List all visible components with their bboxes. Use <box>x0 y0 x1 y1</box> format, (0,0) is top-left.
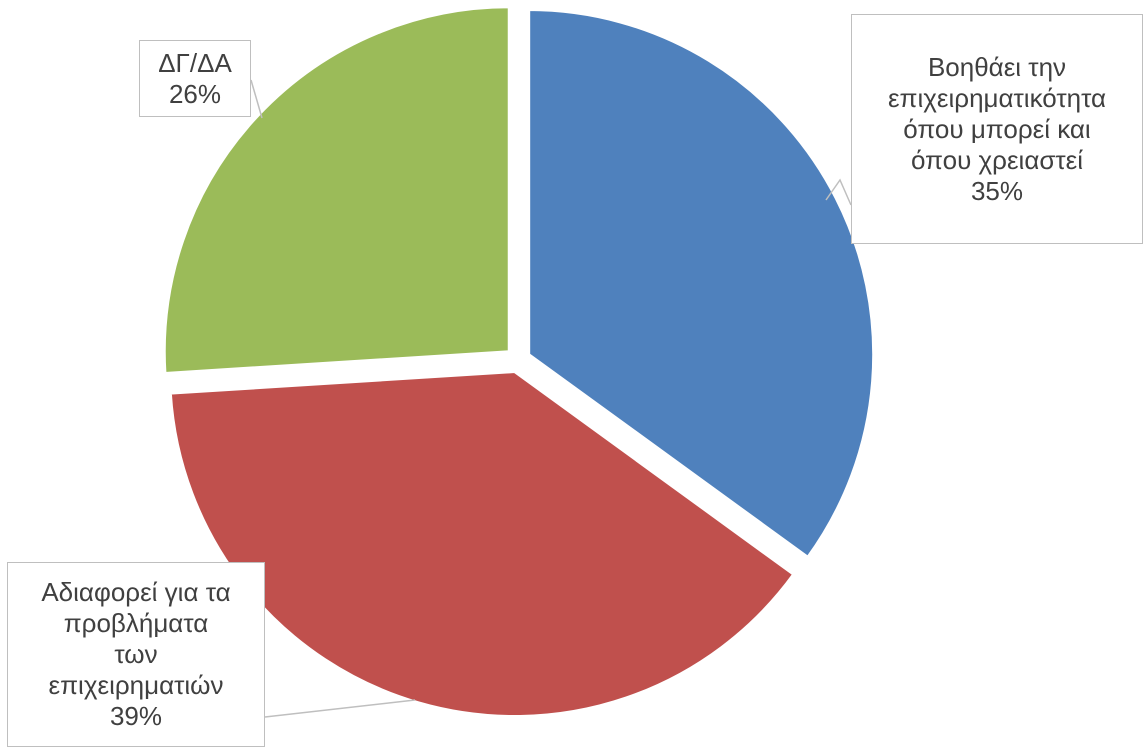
slice-percent-label: 35% <box>970 175 1024 206</box>
slice-label-line: προβλήματα <box>63 608 209 638</box>
leader-line-blue <box>825 178 852 206</box>
slice-label-line: επιχειρηματιών <box>48 670 224 700</box>
slice-label-line: όπου μπορεί και <box>903 113 1091 144</box>
slice-label-line: όπου χρειαστεί <box>910 144 1084 175</box>
pie-slices <box>162 5 876 719</box>
slice-percent-label: 26% <box>168 78 222 109</box>
slice-label-line: Βοηθάει την <box>927 51 1067 82</box>
slice-label-line: Αδιαφορεί για τα <box>41 577 231 607</box>
leader-line-green <box>250 79 263 119</box>
slice-label-red: Αδιαφορεί για τα προβλήματα των επιχειρη… <box>7 562 265 747</box>
leader-line-red <box>264 699 416 718</box>
slice-blue <box>527 8 876 560</box>
slice-label-green: ΔΓ/ΔΑ 26% <box>139 40 251 117</box>
slice-label-line: ΔΓ/ΔΑ <box>158 47 232 78</box>
slice-green <box>162 5 511 376</box>
slice-label-blue: Βοηθάει την επιχειρηματικότητα όπου μπορ… <box>851 14 1143 244</box>
leader-lines <box>250 79 852 718</box>
slice-percent-label: 39% <box>109 701 163 731</box>
slice-red <box>168 369 796 719</box>
slice-label-line: επιχειρηματικότητα <box>887 82 1107 113</box>
slice-label-line: των <box>114 639 158 669</box>
